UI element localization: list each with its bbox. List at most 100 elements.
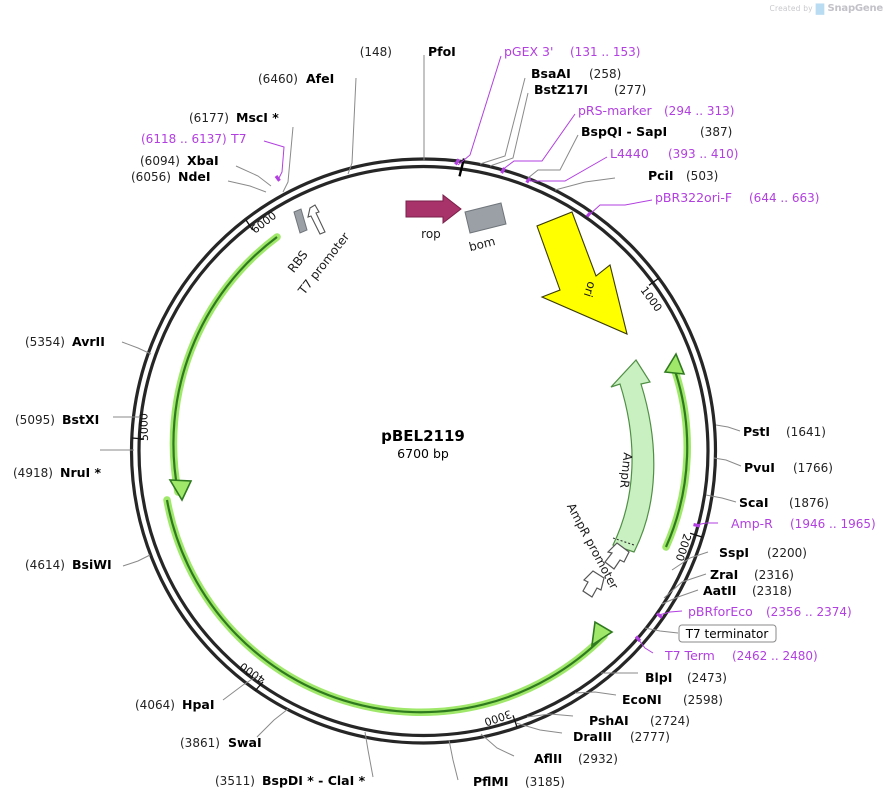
label-swaI[interactable]: (3861) SwaI [180,735,262,750]
label-bstZ17I-name: BstZ17I [534,82,588,97]
feature-ori[interactable]: ori [536,211,628,335]
label-t7[interactable]: (6118 .. 6137) T7 [141,131,247,146]
label-bspQI-sapI[interactable]: BspQI - SapI (387) [581,124,732,139]
label-bspDI-claI-position: (3511) [215,774,255,788]
label-amp-r-name: Amp-R [731,516,773,531]
label-pbrforEco-name: pBRforEco [688,604,753,619]
label-prs-marker[interactable]: pRS-marker (294 .. 313) [578,103,734,118]
label-bsaAI-name: BsaAI [531,66,571,81]
label-xbaI-position: (6094) [140,154,180,168]
label-l4440-position: (393 .. 410) [668,147,738,161]
label-pshAI[interactable]: PshAI (2724) [589,713,690,728]
label-pfoI[interactable]: (148) PfoI [360,44,456,59]
label-pgex3[interactable]: pGEX 3' (131 .. 153) [504,44,640,59]
label-pciI-name: PciI [648,168,674,183]
plasmid-name: pBEL2119 [381,427,465,445]
label-prs-marker-name: pRS-marker [578,103,653,118]
label-hpaI-name: HpaI [182,697,215,712]
label-zraI-name: ZraI [710,567,738,582]
green-orf-arcs [163,233,691,716]
feature-ampR-promoter[interactable]: AmpR promoter [564,501,630,598]
label-bstZ17I-position: (277) [614,83,646,97]
label-pflMI-name: PflMI [473,774,509,789]
label-pflMI[interactable]: PflMI (3185) [473,774,565,789]
label-mscI-position: (6177) [189,111,229,125]
label-xbaI[interactable]: (6094) XbaI [140,153,219,168]
label-pgex3-position: (131 .. 153) [570,45,640,59]
label-pbr322ori-f[interactable]: pBR322ori-F (644 .. 663) [655,190,819,205]
label-amp-r[interactable]: Amp-R (1946 .. 1965) [731,516,876,531]
label-pvuI-name: PvuI [744,460,775,475]
label-draIII[interactable]: DraIII (2777) [573,729,670,744]
label-pciI[interactable]: PciI (503) [648,168,718,183]
feature-label-ampR: AmpR [617,452,635,489]
label-t7-terminator-box[interactable]: T7 terminator [678,624,777,643]
label-aatII[interactable]: AatII (2318) [703,583,792,598]
label-l4440[interactable]: L4440 (393 .. 410) [610,146,738,161]
label-t7-term[interactable]: T7 Term (2462 .. 2480) [664,648,818,663]
axis-tick-label-5000: 5000 [137,413,151,441]
label-blpI-name: BlpI [645,670,672,685]
label-l4440-name: L4440 [610,146,649,161]
label-hpaI[interactable]: (4064) HpaI [135,697,215,712]
feature-label-ori: ori [581,280,599,299]
label-bstXI-position: (5095) [15,413,55,427]
label-t7-terminator-text: T7 terminator [685,627,769,641]
label-pflMI-position: (3185) [525,775,565,789]
label-mscI-name: MscI * [236,110,279,125]
plasmid-center-label: pBEL2119 6700 bp [381,427,465,461]
label-pbrforEco-position: (2356 .. 2374) [766,605,852,619]
label-pbrforEco[interactable]: pBRforEco (2356 .. 2374) [688,604,852,619]
label-ndeI[interactable]: (6056) NdeI [131,169,211,184]
label-aflII[interactable]: AflII (2932) [534,751,618,766]
label-aflII-name: AflII [534,751,562,766]
label-pfoI-position: (148) [360,45,392,59]
feature-bom[interactable]: bom [464,202,507,254]
label-bspDI-claI[interactable]: (3511) BspDI * - ClaI * [215,773,366,788]
label-sspI[interactable]: SspI (2200) [719,545,807,560]
snapgene-watermark: Created by ▇ SnapGene [770,2,884,15]
label-hpaI-position: (4064) [135,698,175,712]
snapgene-logo-icon: ▇ [815,2,825,15]
axis-tick-label-4000: 4000 [237,660,267,687]
label-draIII-name: DraIII [573,729,612,744]
label-ecoNI-name: EcoNI [622,692,662,707]
feature-rop[interactable]: rop [405,193,462,241]
label-sspI-position: (2200) [767,546,807,560]
label-zraI[interactable]: ZraI (2316) [710,567,794,582]
feature-ampR[interactable]: AmpR [610,359,655,553]
feature-label-bom: bom [467,234,496,254]
label-pvuI[interactable]: PvuI (1766) [744,460,833,475]
label-avrII[interactable]: (5354) AvrII [25,334,105,349]
label-blpI[interactable]: BlpI (2473) [645,670,727,685]
feature-label-rbs: RBS [285,248,311,276]
label-mscI[interactable]: (6177) MscI * [189,110,279,125]
label-draIII-position: (2777) [630,730,670,744]
label-blpI-position: (2473) [687,671,727,685]
label-t7-term-name: T7 Term [664,648,715,663]
label-nruI[interactable]: (4918) NruI * [13,465,102,480]
label-ecoNI[interactable]: EcoNI (2598) [622,692,723,707]
label-pstI[interactable]: PstI (1641) [743,424,826,439]
label-t7-position: (6118 .. 6137) [141,132,227,146]
restriction-cut-site-marks [458,158,466,177]
label-bspDI-claI-name: BspDI * - ClaI * [262,773,366,788]
label-bsiWI[interactable]: (4614) BsiWI [25,557,112,572]
label-swaI-name: SwaI [228,735,262,750]
label-afeI-position: (6460) [258,72,298,86]
feature-rbs[interactable]: RBS [285,208,311,276]
label-sspI-name: SspI [719,545,749,560]
label-xbaI-name: XbaI [187,153,219,168]
label-bsaAI[interactable]: BsaAI (258) [531,66,621,81]
label-bstZ17I[interactable]: BstZ17I (277) [534,82,646,97]
axis-tick-label-3000: 3000 [483,707,514,728]
label-scaI[interactable]: ScaI (1876) [739,495,829,510]
label-swaI-position: (3861) [180,736,220,750]
label-t7-name: T7 [230,131,247,146]
watermark-brand-text: SnapGene [827,3,883,14]
label-scaI-position: (1876) [789,496,829,510]
label-bstXI[interactable]: (5095) BstXI [15,412,99,427]
label-afeI[interactable]: (6460) AfeI [258,71,334,86]
label-pshAI-position: (2724) [650,714,690,728]
